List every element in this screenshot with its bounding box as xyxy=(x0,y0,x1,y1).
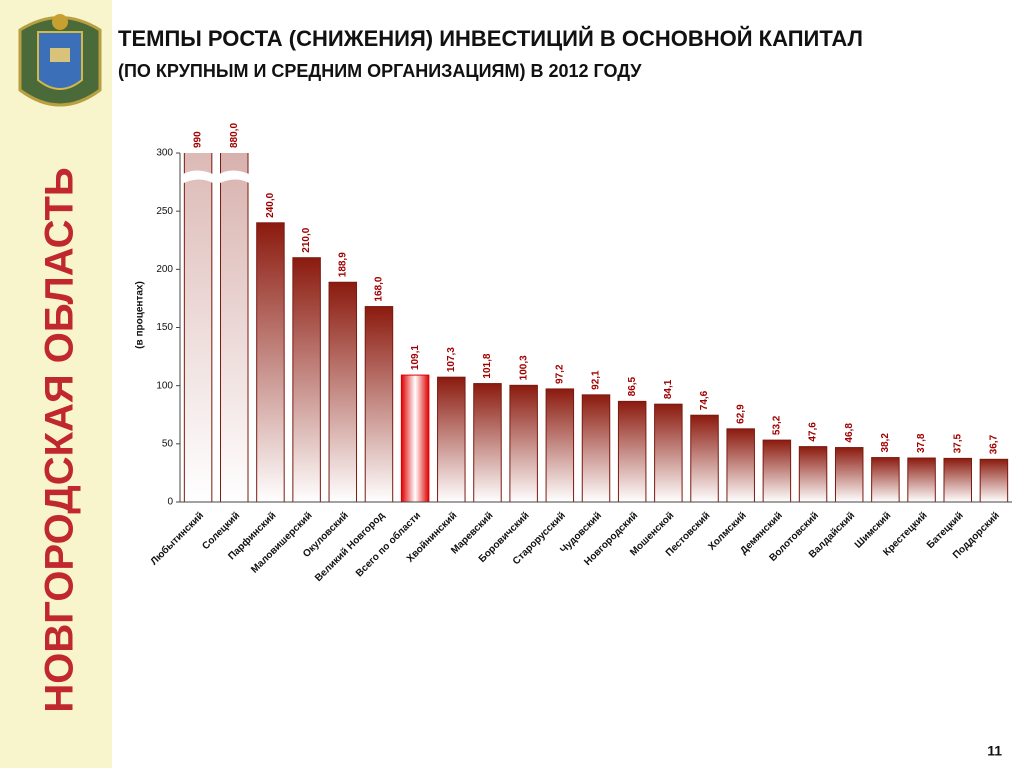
chart-title: ТЕМПЫ РОСТА (СНИЖЕНИЯ) ИНВЕСТИЦИЙ В ОСНО… xyxy=(118,26,863,51)
x-tick-label: Любытинский xyxy=(148,510,206,568)
bar xyxy=(581,394,611,503)
value-label: 74,6 xyxy=(699,390,710,410)
value-label: 168,0 xyxy=(374,276,385,301)
page-number: 11 xyxy=(987,743,1002,759)
bar xyxy=(617,400,647,503)
value-label: 86,5 xyxy=(627,376,638,396)
value-label: 62,9 xyxy=(735,404,746,424)
bar xyxy=(762,439,792,503)
chart-subtitle: (ПО КРУПНЫМ И СРЕДНИМ ОРГАНИЗАЦИЯМ) В 20… xyxy=(118,61,642,81)
coat-of-arms xyxy=(18,14,102,107)
value-label: 36,7 xyxy=(989,434,1000,454)
value-label: 880,0 xyxy=(229,123,240,148)
value-label: 46,8 xyxy=(844,423,855,443)
bar xyxy=(220,153,249,503)
bar xyxy=(545,388,575,503)
y-tick-label: 0 xyxy=(167,497,173,508)
side-title: НОВГОРОДСКАЯ ОБЛАСТЬ xyxy=(38,167,82,712)
value-label: 107,3 xyxy=(446,347,457,372)
bar xyxy=(292,257,321,503)
bar xyxy=(400,374,430,503)
bar xyxy=(798,446,828,503)
value-label: 188,9 xyxy=(337,252,348,277)
bar xyxy=(473,383,502,503)
x-tick-label: Маловишерский xyxy=(249,510,314,575)
value-label: 92,1 xyxy=(591,370,602,390)
value-label: 37,5 xyxy=(952,433,963,453)
y-tick-label: 150 xyxy=(156,322,173,333)
side-panel xyxy=(0,0,112,768)
y-tick-label: 200 xyxy=(156,264,173,275)
bar xyxy=(256,222,285,503)
bar xyxy=(943,457,972,503)
y-axis-label: (в процентах) xyxy=(135,281,146,349)
bar xyxy=(834,447,864,503)
value-label: 109,1 xyxy=(410,345,421,370)
value-label: 84,1 xyxy=(663,379,674,399)
value-label: 990 xyxy=(193,131,204,148)
value-label: 210,0 xyxy=(301,227,312,252)
bar xyxy=(364,306,394,503)
value-label: 240,0 xyxy=(265,192,276,217)
y-tick-label: 300 xyxy=(156,148,173,159)
value-label: 101,8 xyxy=(482,353,493,378)
value-label: 53,2 xyxy=(772,415,783,435)
bar xyxy=(726,428,755,503)
y-tick-label: 100 xyxy=(156,380,173,391)
y-tick-label: 250 xyxy=(156,206,173,217)
axis-break xyxy=(181,170,215,184)
x-tick-label: Великий Новгород xyxy=(313,510,387,584)
bar xyxy=(437,376,466,503)
y-tick-label: 50 xyxy=(162,438,174,449)
value-label: 38,2 xyxy=(880,433,891,453)
axis-break xyxy=(218,170,251,184)
bar xyxy=(654,403,683,503)
value-label: 100,3 xyxy=(518,355,529,380)
x-tick-label: Всего по области xyxy=(353,510,423,580)
bar xyxy=(509,384,538,503)
bar xyxy=(690,414,719,503)
bar xyxy=(979,458,1009,503)
value-label: 97,2 xyxy=(554,364,565,384)
bar xyxy=(328,281,358,503)
value-label: 47,6 xyxy=(808,422,819,442)
bar xyxy=(907,457,936,503)
bar xyxy=(871,457,900,503)
plot xyxy=(183,153,1009,503)
value-label: 37,8 xyxy=(916,433,927,453)
